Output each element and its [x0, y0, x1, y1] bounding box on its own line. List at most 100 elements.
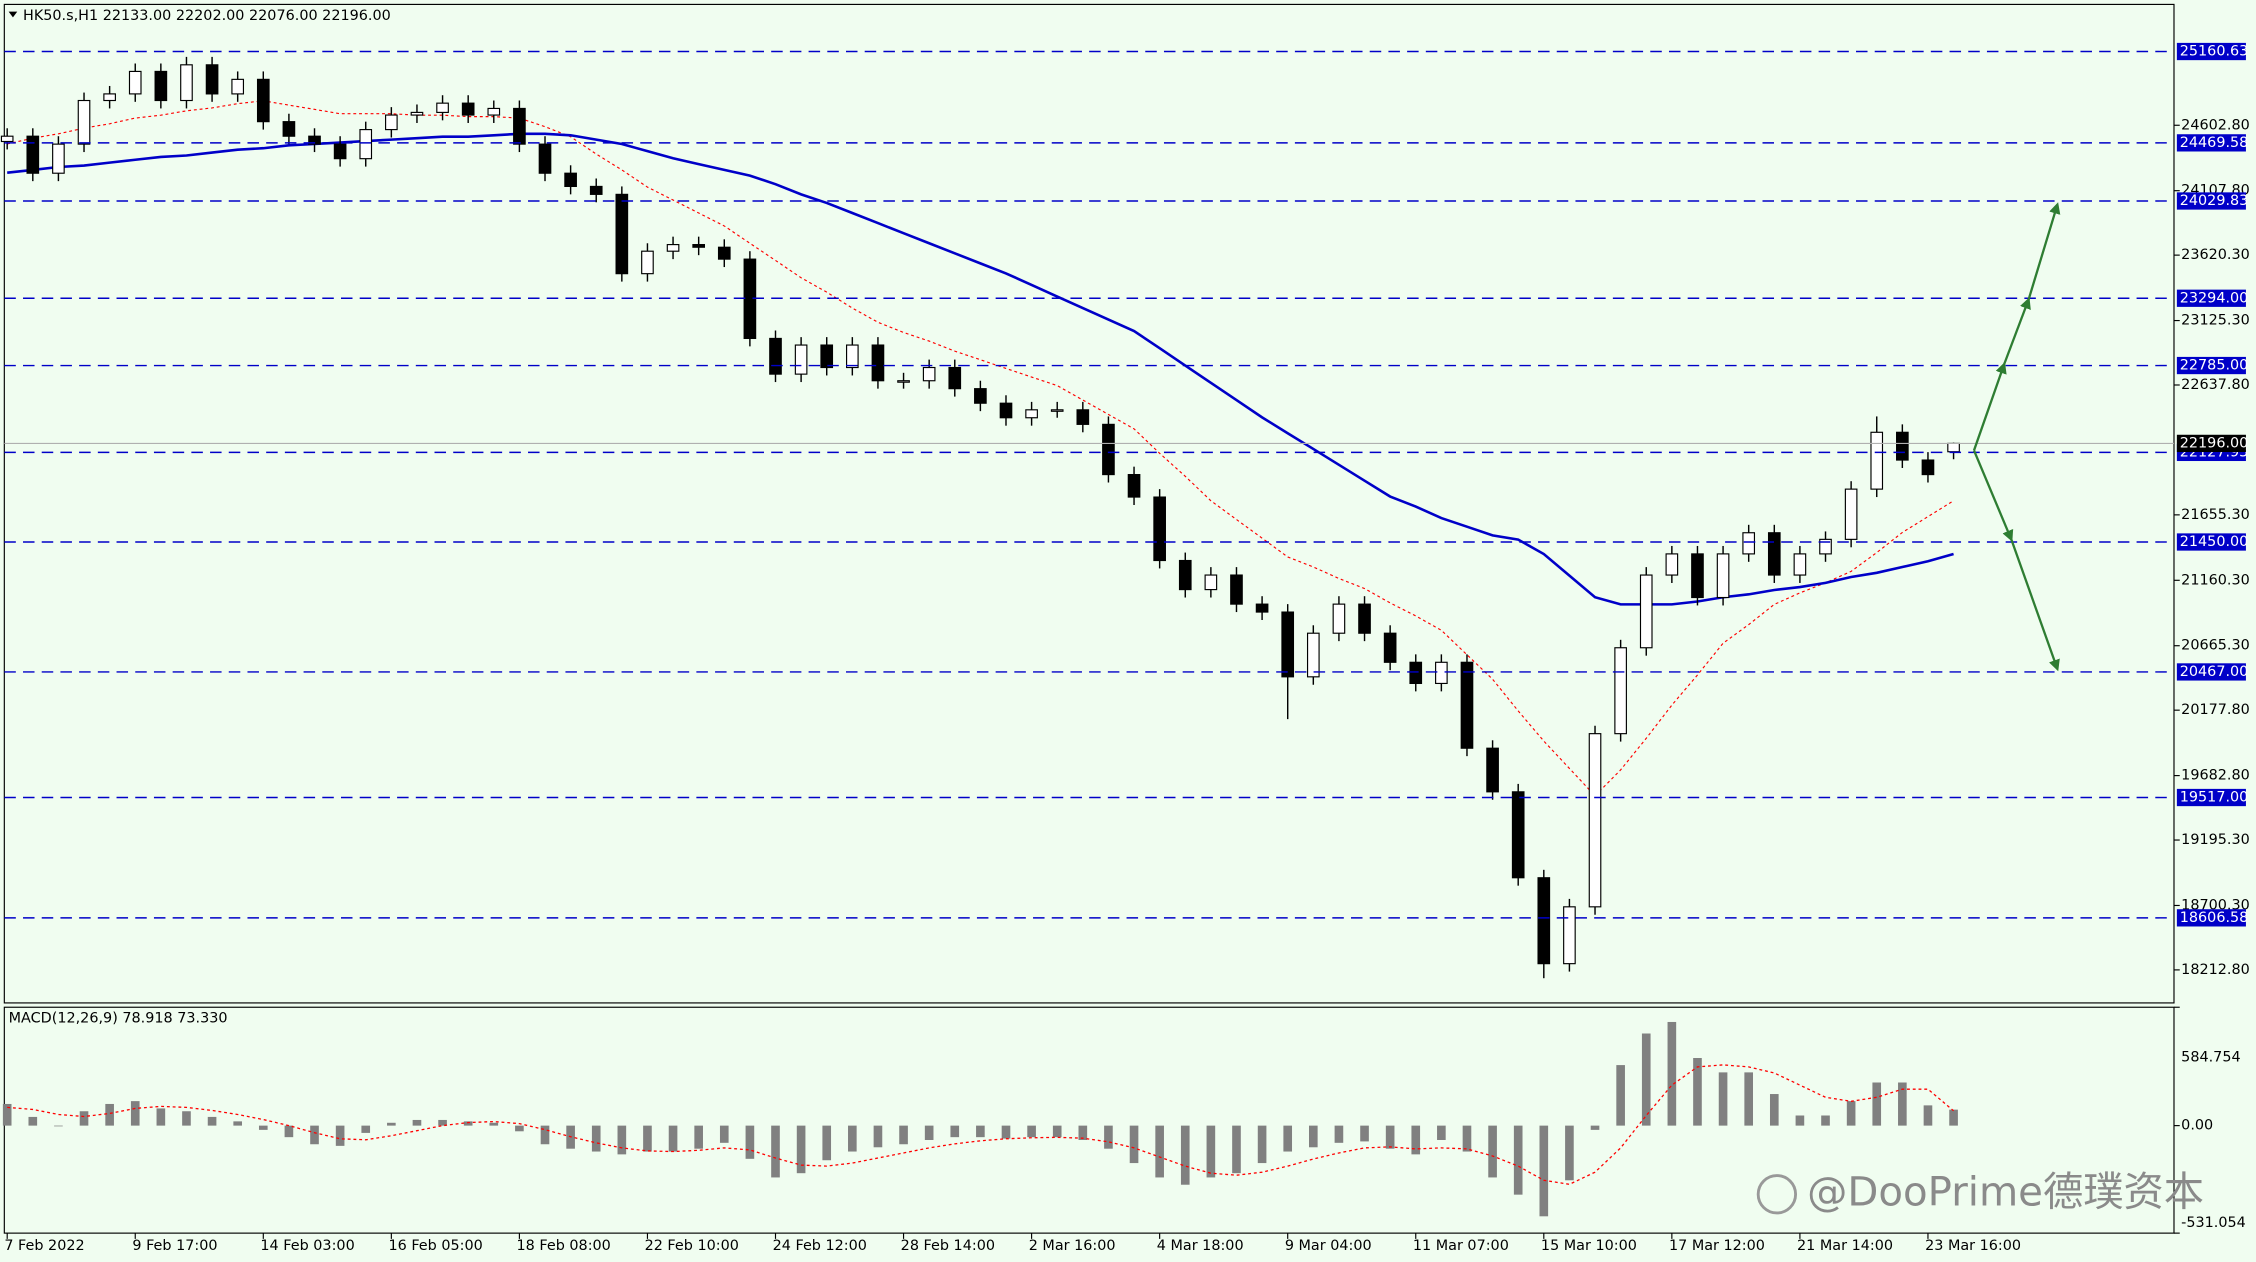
macd-bar [1718, 1072, 1728, 1126]
macd-bar [771, 1125, 780, 1178]
macd-bar [1898, 1082, 1907, 1126]
main-panel [3, 3, 2175, 1004]
macd-bar [1821, 1115, 1830, 1126]
macd-bar [1462, 1125, 1472, 1152]
level-label: 18606.58 [2180, 910, 2249, 926]
macd-bar [1411, 1125, 1421, 1155]
x-tick-label: 16 Feb 05:00 [388, 1238, 482, 1254]
candle-body [180, 64, 193, 102]
candle-body [641, 250, 654, 275]
arrow [2010, 539, 2060, 672]
level-label-box [2176, 192, 2246, 210]
macd-bar [1001, 1125, 1011, 1139]
macd-bar [540, 1125, 550, 1145]
level-label-box [2176, 134, 2246, 152]
macd-bar [694, 1125, 703, 1149]
y-tick-label: 19682.80 [2181, 768, 2250, 784]
candle-body [1793, 553, 1807, 576]
macd-bar [848, 1125, 857, 1152]
macd-bar [1949, 1109, 1958, 1126]
x-tick-label: 7 Feb 2022 [4, 1238, 84, 1254]
macd-bar [1308, 1125, 1318, 1148]
candle-body [436, 102, 449, 113]
macd-bar [463, 1121, 473, 1126]
candle-body [1153, 496, 1166, 562]
arrow [1972, 361, 2007, 451]
candle-body [1614, 647, 1627, 735]
macd-bar [1693, 1058, 1702, 1126]
level-label: 24029.83 [2180, 193, 2249, 209]
macd-bar [1052, 1125, 1062, 1138]
candle-body [1306, 632, 1320, 678]
candle-body [1255, 603, 1269, 613]
candle-body [1127, 474, 1141, 498]
macd-bar [387, 1122, 396, 1126]
macd-bar [1872, 1082, 1882, 1126]
x-tick-label: 14 Feb 03:00 [260, 1238, 354, 1254]
x-tick-label: 11 Mar 07:00 [1413, 1238, 1509, 1254]
level-label-box [2176, 356, 2246, 375]
macd-bar [1078, 1125, 1088, 1140]
macd-bar [28, 1116, 38, 1126]
y-tick-label: 18212.80 [2181, 962, 2250, 978]
candle-body [1281, 611, 1295, 678]
macd-bar [745, 1125, 755, 1159]
candle-body [922, 366, 936, 382]
candle-body [1844, 488, 1858, 540]
macd-bar [950, 1125, 960, 1138]
macd-bar [361, 1125, 371, 1133]
macd-bar [105, 1103, 114, 1126]
y-tick-label: 584.754 [2181, 1050, 2240, 1066]
x-tick-label: 18 Feb 08:00 [517, 1238, 611, 1254]
macd-bar [924, 1125, 934, 1140]
candle-body [487, 107, 501, 116]
candle-body [1691, 553, 1704, 599]
x-tick-label: 2 Mar 16:00 [1029, 1238, 1116, 1254]
candle-body [1511, 791, 1525, 879]
macd-bar [310, 1125, 319, 1145]
candle-body [1665, 553, 1679, 576]
candle-body [205, 64, 219, 95]
candle-body [1742, 532, 1756, 555]
macd-bar [1257, 1125, 1267, 1164]
macd-bar [79, 1111, 89, 1126]
macd-bar [1846, 1101, 1856, 1126]
macd-bar [899, 1125, 908, 1145]
candle-body [231, 78, 245, 95]
candle-body [666, 244, 680, 252]
level-label: 23294.00 [2180, 290, 2249, 306]
x-tick-label: 28 Feb 14:00 [901, 1238, 995, 1254]
macd-bar [796, 1125, 806, 1174]
macd-bar [643, 1125, 652, 1152]
level-label: 25160.63 [2180, 44, 2249, 60]
x-tick-label: 9 Mar 04:00 [1285, 1238, 1372, 1254]
chart-title: HK50.s,H1 22133.00 22202.00 22076.00 221… [23, 8, 391, 24]
macd-bar [156, 1108, 166, 1126]
candle-body [77, 99, 91, 145]
moving-average [7, 100, 1954, 797]
candle-body [1588, 733, 1602, 908]
macd-bar [130, 1101, 140, 1126]
candle-body [948, 366, 962, 390]
candle-body [385, 114, 398, 131]
candle-body [1050, 409, 1064, 412]
candle-body [1767, 532, 1781, 576]
macd-bar [1565, 1125, 1574, 1181]
macd-bar [1616, 1065, 1625, 1126]
level-label: 20467.00 [2180, 664, 2249, 680]
candle-body [410, 111, 424, 116]
candle-body [846, 344, 859, 369]
candle-body [564, 172, 577, 188]
candle-body [154, 70, 168, 102]
candle-body [1460, 661, 1474, 749]
candle-body [897, 380, 910, 383]
y-tick-label: 24602.80 [2181, 117, 2250, 133]
candle-body [769, 337, 782, 375]
y-tick-label: 0.00 [2181, 1118, 2213, 1134]
candle-body [1409, 661, 1423, 685]
macd-bar [54, 1125, 63, 1127]
candle-body [1102, 423, 1115, 476]
macd-bar [668, 1125, 678, 1152]
